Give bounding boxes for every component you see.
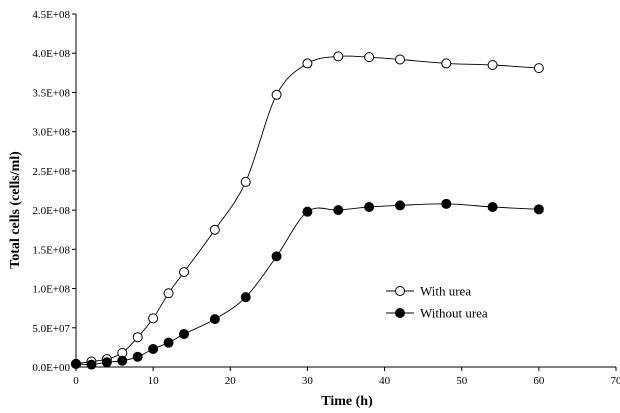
y-tick-label: 4.5E+08: [32, 9, 70, 21]
y-tick-label: 2.5E+08: [32, 166, 70, 178]
data-point: [210, 315, 219, 324]
data-point: [149, 314, 158, 323]
data-point: [534, 64, 543, 73]
x-tick-label: 10: [148, 375, 160, 387]
data-point: [534, 205, 543, 214]
y-tick-label: 5.0E+07: [32, 323, 70, 335]
data-point: [334, 206, 343, 215]
data-point: [396, 55, 405, 64]
data-point: [396, 201, 405, 210]
data-point: [87, 360, 96, 369]
data-point: [442, 199, 451, 208]
x-tick-label: 70: [611, 375, 620, 387]
x-axis-title: Time (h): [321, 394, 373, 408]
series-2: [72, 199, 544, 369]
y-tick-label: 2.0E+08: [32, 205, 70, 217]
data-point: [72, 359, 81, 368]
y-tick-label: 1.0E+08: [32, 284, 70, 296]
data-point: [241, 293, 250, 302]
legend-marker: [396, 309, 405, 318]
y-tick-label: 4.0E+08: [32, 48, 70, 60]
legend-item-2: Without urea: [386, 306, 488, 321]
data-point: [133, 352, 142, 361]
data-point: [365, 202, 374, 211]
data-point: [303, 207, 312, 216]
axes: 0.0E+00 5.0E+07 1.0E+08 1.5E+08 2.0E+08 2.5E+…: [32, 9, 620, 387]
data-point: [442, 59, 451, 68]
data-point: [180, 330, 189, 339]
data-point: [272, 252, 281, 261]
y-tick-label: 0.0E+00: [32, 362, 70, 374]
data-point: [180, 268, 189, 277]
data-point: [303, 59, 312, 68]
legend-label: With urea: [420, 284, 471, 299]
data-point: [272, 90, 281, 99]
x-tick-label: 20: [225, 375, 237, 387]
x-tick-label: 50: [456, 375, 468, 387]
x-tick-label: 30: [302, 375, 314, 387]
data-point: [365, 53, 374, 62]
data-point: [488, 60, 497, 69]
legend-item-1: With urea: [386, 284, 471, 299]
x-tick-label: 0: [73, 375, 79, 387]
data-point: [164, 289, 173, 298]
data-point: [241, 177, 250, 186]
data-point: [334, 52, 343, 61]
data-point: [133, 333, 142, 342]
x-tick-label: 60: [533, 375, 545, 387]
x-tick-label: 40: [379, 375, 391, 387]
series-layer: [72, 52, 544, 369]
data-point: [488, 202, 497, 211]
data-point: [149, 344, 158, 353]
data-point: [118, 356, 127, 365]
y-tick-label: 1.5E+08: [32, 244, 70, 256]
legend-marker: [396, 287, 405, 296]
legend: With urea Without urea: [386, 284, 488, 321]
data-point: [102, 358, 111, 367]
data-point: [164, 338, 173, 347]
y-axis-title: Total cells (cells/ml): [8, 151, 23, 269]
y-tick-label: 3.5E+08: [32, 87, 70, 99]
legend-label: Without urea: [420, 306, 488, 321]
y-tick-label: 3.0E+08: [32, 127, 70, 139]
data-point: [210, 225, 219, 234]
